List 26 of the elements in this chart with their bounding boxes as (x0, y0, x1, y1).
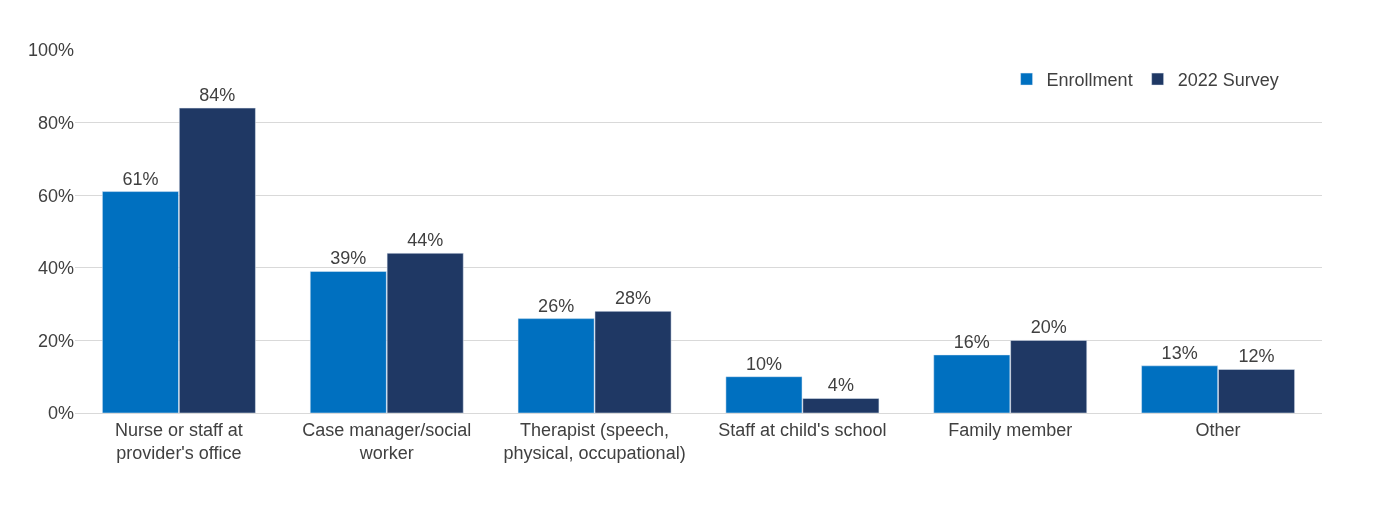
legend-label: Enrollment (1046, 70, 1133, 91)
x-tick-label: Therapist (speech, physical, occupational) (503, 419, 686, 463)
data-label: 16% (953, 331, 990, 352)
data-label: 26% (538, 295, 575, 316)
x-tick-label: Staff at child's school (718, 419, 887, 440)
data-label: 39% (330, 248, 367, 269)
data-label: 4% (827, 375, 854, 396)
x-tick-label: Nurse or staff at provider's office (115, 419, 243, 463)
data-label: 10% (745, 353, 782, 374)
x-tick-label: Case manager/social worker (302, 419, 472, 463)
y-tick-label: 40% (37, 258, 74, 279)
x-tick-label: Family member (948, 419, 1073, 440)
data-label: 20% (1030, 317, 1067, 338)
legend-label: 2022 Survey (1177, 70, 1279, 91)
y-tick-label: 20% (37, 330, 74, 351)
data-label: 61% (122, 168, 159, 189)
y-tick-label: 100% (27, 40, 74, 61)
data-label: 28% (615, 288, 652, 309)
data-label: 44% (407, 230, 444, 251)
y-tick-label: 0% (47, 403, 74, 424)
data-label: 13% (1161, 342, 1198, 363)
x-tick-label: Other (1195, 419, 1241, 440)
y-tick-label: 80% (37, 112, 74, 133)
data-label: 12% (1238, 346, 1275, 367)
data-label: 84% (199, 85, 236, 106)
y-tick-label: 60% (37, 185, 74, 206)
